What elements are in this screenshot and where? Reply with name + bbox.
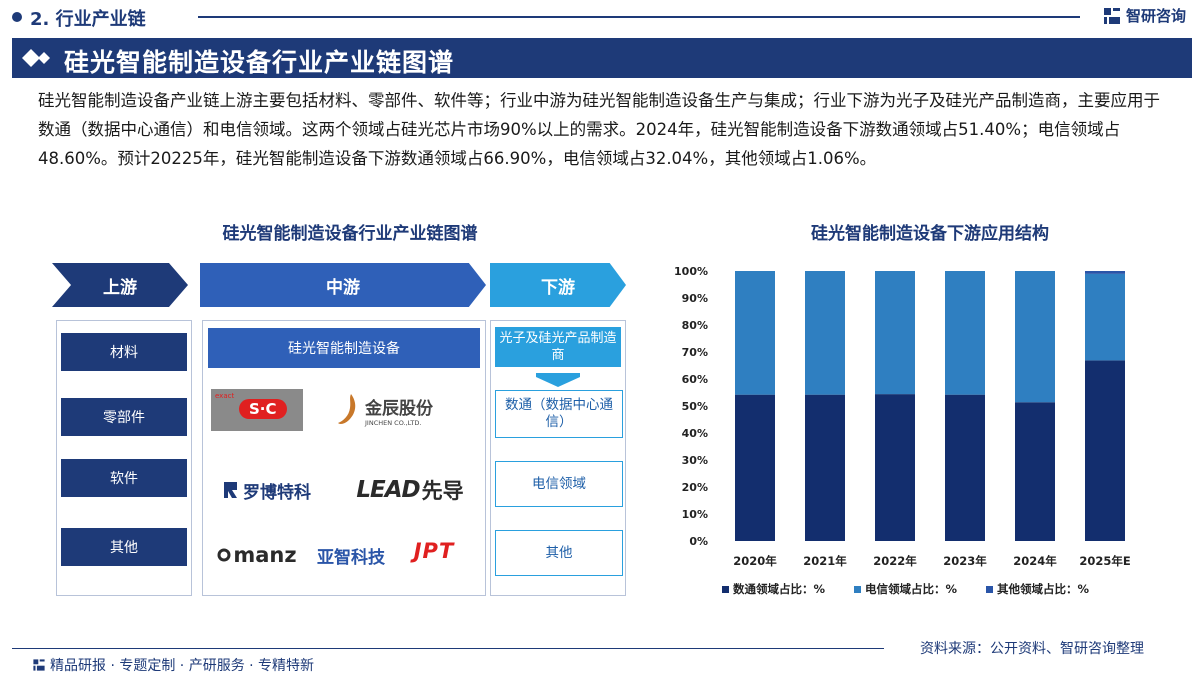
y-tick-label: 20% <box>682 481 708 494</box>
jinchen-mark-icon <box>338 394 356 424</box>
brand-logo-icon <box>1104 7 1120 24</box>
jinchen-en: JINCHEN CO.,LTD. <box>365 418 422 427</box>
manz-text: manz <box>233 543 297 567</box>
footer-tagline: 精品研报 · 专题定制 · 产研服务 · 专精特新 <box>50 658 315 674</box>
lead-en: LEAD <box>356 477 420 503</box>
y-tick-label: 80% <box>682 319 708 332</box>
x-tick-label: 2024年 <box>1013 554 1057 568</box>
midstream-label: 中游 <box>326 277 360 298</box>
bar-segment <box>805 394 845 541</box>
robotech-mark-icon <box>224 482 237 498</box>
bar-segment <box>1085 360 1125 541</box>
downstream-arrow: 下游 <box>490 263 626 307</box>
midstream-arrow: 中游 <box>200 263 486 307</box>
y-tick-label: 100% <box>674 265 708 278</box>
legend-label: 数通领域占比：% <box>733 582 825 596</box>
yazhi-text: 亚智科技 <box>317 547 385 568</box>
bar-segment <box>875 394 915 541</box>
upstream-arrow: 上游 <box>52 263 188 307</box>
chain-diagram-title: 硅光智能制造设备行业产业链图谱 <box>222 224 478 244</box>
y-tick-label: 50% <box>682 400 708 413</box>
top-bar: 2. 行业产业链 智研咨询 <box>0 0 1200 34</box>
bar-segment <box>945 394 985 541</box>
upstream-item: 材料 <box>61 333 187 371</box>
intro-paragraph: 硅光智能制造设备产业链上游主要包括材料、零部件、软件等；行业中游为硅光智能制造设… <box>38 91 1160 168</box>
section-title: 2. 行业产业链 <box>30 9 146 30</box>
lead-logo: LEAD 先导 <box>347 463 473 517</box>
upstream-item: 软件 <box>61 459 187 497</box>
bar-segment <box>875 271 915 395</box>
manz-mark-icon <box>217 548 231 562</box>
y-tick-label: 30% <box>682 454 708 467</box>
robotech-logo: 罗博特科 <box>213 473 321 507</box>
footer: 精品研报 · 专题定制 · 产研服务 · 专精特新 <box>32 655 314 675</box>
robotech-text: 罗博特科 <box>243 482 311 503</box>
bar-segment <box>735 271 775 395</box>
stacked-bar-chart: 0% 10% 20% 30% 40% 50% 60% 70% 80% 90% 100% 2020年 20… <box>674 265 1131 596</box>
yazhi-logo: 亚智科技 <box>311 539 391 571</box>
arrow-down-icon <box>536 373 580 387</box>
jinchen-cn: 金辰股份 <box>365 398 433 419</box>
bar-segment <box>1015 271 1055 403</box>
downstream-item: 电信领域 <box>495 461 623 507</box>
y-tick-label: 40% <box>682 427 708 440</box>
jpt-text: JPT <box>413 539 455 563</box>
footer-rule <box>12 648 884 649</box>
sc-logo: exact S·C <box>211 389 303 431</box>
bar-segment <box>945 271 985 395</box>
x-tick-label: 2021年 <box>803 554 847 568</box>
x-tick-label: 2023年 <box>943 554 987 568</box>
sc-logo-text: S·C <box>239 399 287 419</box>
legend-swatch <box>722 586 729 593</box>
manz-logo: manz <box>209 539 305 571</box>
bar-segment <box>1015 402 1055 541</box>
jinchen-logo: 金辰股份 JINCHEN CO.,LTD. <box>337 387 469 433</box>
downstream-head: 光子及硅光产品制造商 <box>495 327 621 367</box>
bar-segment <box>1085 273 1125 361</box>
y-tick-label: 60% <box>682 373 708 386</box>
x-tick-label: 2025年E <box>1079 554 1131 568</box>
bar-segment <box>735 394 775 541</box>
bullet-icon <box>12 12 22 22</box>
midstream-box: 硅光智能制造设备 exact S·C 金辰股份 JINCHEN CO.,LTD.… <box>202 320 486 596</box>
legend-label: 其他领域占比：% <box>997 582 1089 596</box>
x-tick-label: 2020年 <box>733 554 777 568</box>
downstream-item: 数通（数据中心通信） <box>495 390 623 438</box>
header-rule <box>198 16 1080 18</box>
x-tick-label: 2022年 <box>873 554 917 568</box>
downstream-item: 其他 <box>495 530 623 576</box>
brand-logo-icon <box>33 659 45 671</box>
upstream-box: 材料 零部件 软件 其他 <box>56 320 192 596</box>
upstream-item: 零部件 <box>61 398 187 436</box>
legend-label: 电信领域占比：% <box>865 582 957 596</box>
bar-segment <box>1085 271 1125 274</box>
sc-logo-small-text: exact <box>215 392 235 400</box>
legend-swatch <box>854 586 861 593</box>
bar-segment <box>805 271 845 395</box>
y-tick-label: 0% <box>689 535 708 548</box>
page-title: 硅光智能制造设备行业产业链图谱 <box>64 48 455 77</box>
y-tick-label: 90% <box>682 292 708 305</box>
source-note: 资料来源：公开资料、智研咨询整理 <box>920 641 1144 657</box>
legend-swatch <box>986 586 993 593</box>
downstream-label: 下游 <box>541 277 575 298</box>
brand-name: 智研咨询 <box>1126 7 1187 25</box>
jpt-logo: JPT <box>403 535 465 567</box>
lead-cn: 先导 <box>421 479 464 503</box>
midstream-head: 硅光智能制造设备 <box>208 328 480 368</box>
title-bar: 硅光智能制造设备行业产业链图谱 <box>12 38 1192 78</box>
chart-title: 硅光智能制造设备下游应用结构 <box>811 224 1049 244</box>
upstream-label: 上游 <box>103 277 137 298</box>
y-tick-label: 10% <box>682 508 708 521</box>
upstream-item: 其他 <box>61 528 187 566</box>
brand: 智研咨询 <box>1102 5 1186 26</box>
y-tick-label: 70% <box>682 346 708 359</box>
downstream-box: 光子及硅光产品制造商 数通（数据中心通信） 电信领域 其他 <box>490 320 626 596</box>
diamond-icon <box>22 49 50 67</box>
